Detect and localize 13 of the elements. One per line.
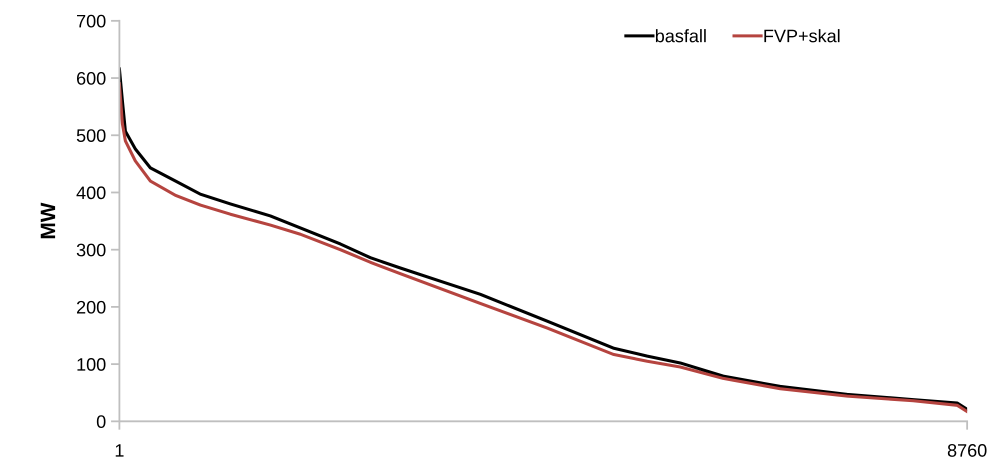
y-tick-label: 500 bbox=[76, 129, 106, 142]
x-tick-label: 8760 bbox=[948, 444, 987, 457]
x-tick-label: 1 bbox=[116, 444, 124, 457]
legend-label: FVP+skal bbox=[764, 29, 840, 42]
y-tick-label: 200 bbox=[76, 300, 106, 314]
y-tick-label: 400 bbox=[76, 186, 106, 200]
y-tick-label: 100 bbox=[77, 358, 106, 371]
y-tick-label: 300 bbox=[76, 244, 106, 256]
y-axis-title: MW bbox=[40, 202, 56, 238]
legend-label: basfall bbox=[656, 29, 706, 42]
y-tick-label: 0 bbox=[96, 415, 106, 428]
y-tick-label: 600 bbox=[77, 72, 106, 85]
y-tick-label: 700 bbox=[77, 14, 106, 28]
